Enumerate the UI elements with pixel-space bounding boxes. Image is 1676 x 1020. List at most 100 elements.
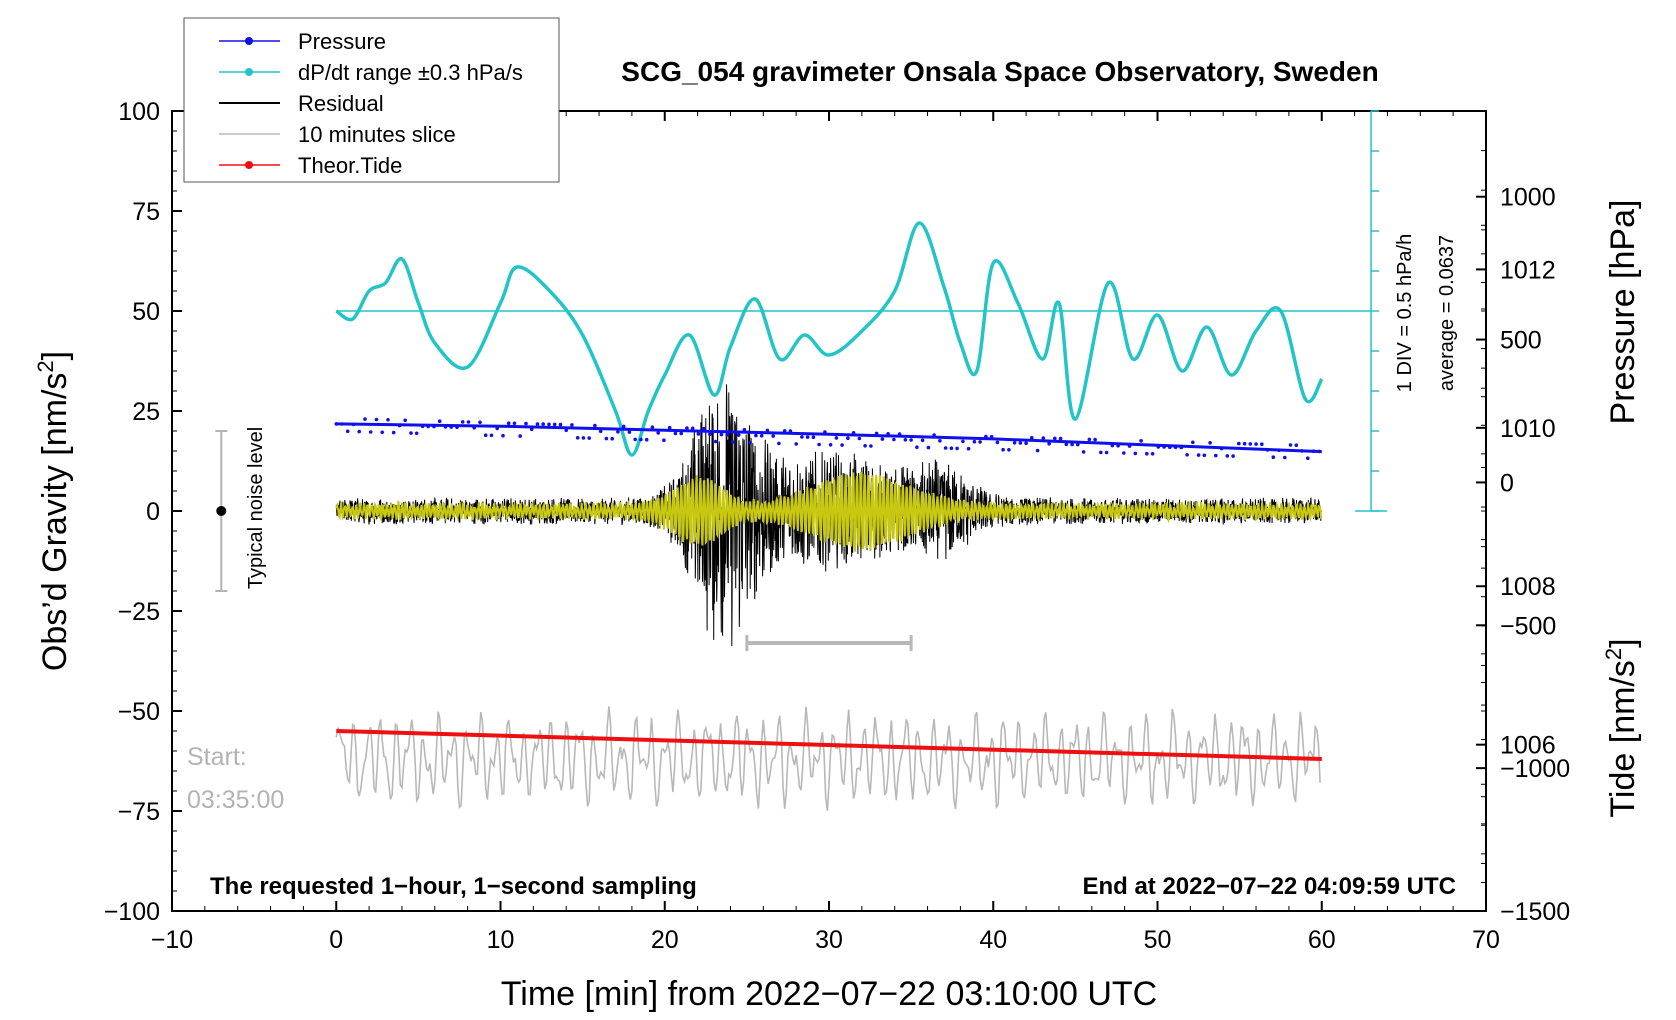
tide-series-line [336,729,1322,761]
pressure-point [524,421,528,426]
x-tick-label: 70 [1472,926,1500,954]
pressure-point [1237,441,1241,446]
legend-entries: Pressure dP/dt range ±0.3 hPa/s Residual 10… [219,29,523,178]
pressure-point [662,438,666,443]
y-tick-label: −50 [118,698,160,726]
pressure-point [978,440,982,444]
pressure-point [432,424,436,429]
pressure-point [1185,453,1189,457]
annotations [215,110,1388,651]
legend-swatch-marker [245,37,253,45]
pressure-point [1306,456,1310,461]
pressure-point [357,429,362,434]
pressure-point [547,422,551,427]
pressure-point [719,432,724,437]
pressure-point [1248,442,1253,446]
y-axis-label-tide: Tide [nm/s2] [1601,638,1642,817]
pressure-point [961,439,965,444]
pressure-point [828,443,833,447]
pressure-point [897,432,902,436]
tide-tick-label: −1000 [1500,755,1570,783]
pressure-point [627,430,632,434]
pressure-point [938,439,942,443]
pressure-point [1317,449,1322,454]
pressure-point [1288,443,1293,447]
pressure-point [368,430,373,434]
pressure-point [1087,437,1092,442]
y-tick-label: 25 [132,398,160,426]
pressure-point [915,445,919,450]
pressure-point [742,427,747,432]
pressure-point [363,417,367,421]
pressure-point [1070,442,1074,447]
pressure-point [1294,443,1299,448]
pressure-point [984,434,988,439]
pressure-point [1225,454,1230,458]
axis-ticks: −10 0 10 20 30 40 50 60 70−100−75−50−25025507510… [104,98,1571,954]
pressure-point [851,431,856,435]
pressure-point [765,428,770,433]
pressure-point [478,420,482,425]
pressure-point [926,445,931,450]
pressure-tick-label: 1010 [1500,415,1556,443]
pressure-point [788,429,793,433]
pressure-point [1064,442,1069,447]
pressure-point [1156,445,1161,449]
pressure-point [455,425,459,430]
pressure-point [1300,449,1304,453]
pressure-tick-label: 1012 [1500,256,1556,284]
pressure-point [334,422,339,426]
legend-swatch-marker [245,161,253,169]
pressure-point [1145,451,1149,456]
pressure-point [702,426,706,431]
pressure-point [483,433,488,438]
start-label: Start: [187,743,247,771]
bottom-right-note: End at 2022−07−22 04:09:59 UTC [1082,873,1456,900]
pressure-point [1242,441,1247,446]
data-series [334,221,1372,811]
legend-label: Theor.Tide [298,153,402,178]
pressure-point [518,434,522,438]
y-axis-label-left-sup: 2 [33,360,58,372]
y-axis-label-tide-sup: 2 [1601,648,1626,660]
pressure-point [731,440,735,444]
pressure-point [1219,446,1224,451]
pressure-point [466,420,471,424]
pressure-point [1254,442,1258,446]
pressure-point [673,431,678,436]
pressure-point [817,442,821,447]
pressure-point [725,433,729,437]
pressure-point [610,436,614,441]
pressure-point [1271,455,1276,460]
y-axis-label-left: Obs’d Gravity [nm/s2] [33,351,74,671]
pressure-point [846,436,850,441]
pressure-point [863,444,867,448]
y-axis-label-pressure: Pressure [hPa] [1604,200,1642,425]
pressure-point [880,437,885,441]
pressure-point [581,436,586,440]
pressure-point [1024,441,1028,446]
dpdt-series-line [335,221,1324,457]
pressure-point [1214,453,1218,458]
x-tick-label: 50 [1144,926,1172,954]
pressure-tick-label: 1006 [1500,732,1556,760]
y-tick-label: 100 [118,98,160,126]
legend-swatch-marker [245,68,253,76]
pressure-point [529,427,534,432]
tide-tick-label: 0 [1500,469,1514,497]
tide-tick-label: −1500 [1500,898,1570,926]
pressure-point [823,430,827,434]
pressure-point [736,433,741,437]
pressure-point [1053,436,1057,441]
tide-tick-label: 1000 [1500,184,1556,212]
pressure-point [1260,442,1264,447]
pressure-point [633,437,637,442]
pressure-tick-label: 1008 [1500,573,1556,601]
pressure-point [690,426,695,431]
pressure-point [340,422,344,426]
pressure-point [782,429,787,433]
pressure-point [558,422,563,427]
pressure-point [949,446,954,451]
pressure-point [696,432,701,436]
